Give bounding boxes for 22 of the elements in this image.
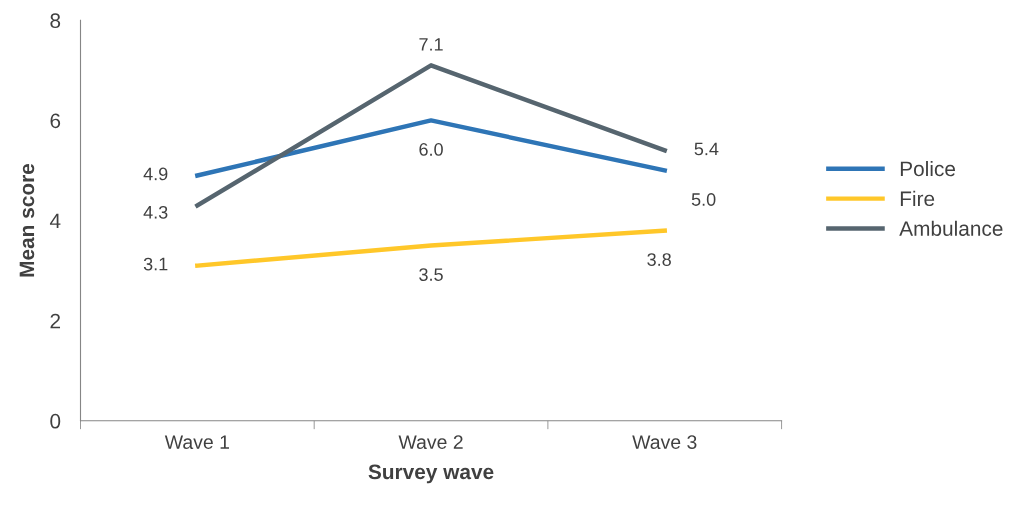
legend-label: Police	[900, 160, 956, 177]
y-tick-label: 0	[50, 413, 61, 429]
data-label: 3.8	[647, 253, 671, 266]
y-tick-label: 2	[50, 313, 61, 329]
x-axis-title: Survey wave	[368, 464, 494, 484]
legend-label: Ambulance	[899, 220, 1003, 236]
x-tick-label: Wave 2	[398, 435, 463, 449]
data-label: 4.9	[143, 167, 168, 181]
data-label: 6.0	[419, 143, 443, 156]
data-label: 7.1	[419, 38, 443, 51]
y-tick-label: 6	[50, 113, 61, 129]
x-tick-label: Wave 3	[632, 435, 697, 449]
data-label: 3.1	[143, 257, 168, 271]
y-tick-label: 4	[49, 213, 61, 229]
legend-label: Fire	[900, 190, 935, 207]
data-label: 4.3	[143, 205, 168, 219]
y-tick-label: 8	[50, 13, 61, 29]
y-axis-title: Mean score	[19, 163, 35, 277]
data-label: 5.4	[694, 142, 719, 156]
data-label: 3.5	[419, 268, 443, 281]
data-label: 5.0	[691, 193, 716, 206]
x-tick-label: Wave 1	[164, 435, 229, 449]
